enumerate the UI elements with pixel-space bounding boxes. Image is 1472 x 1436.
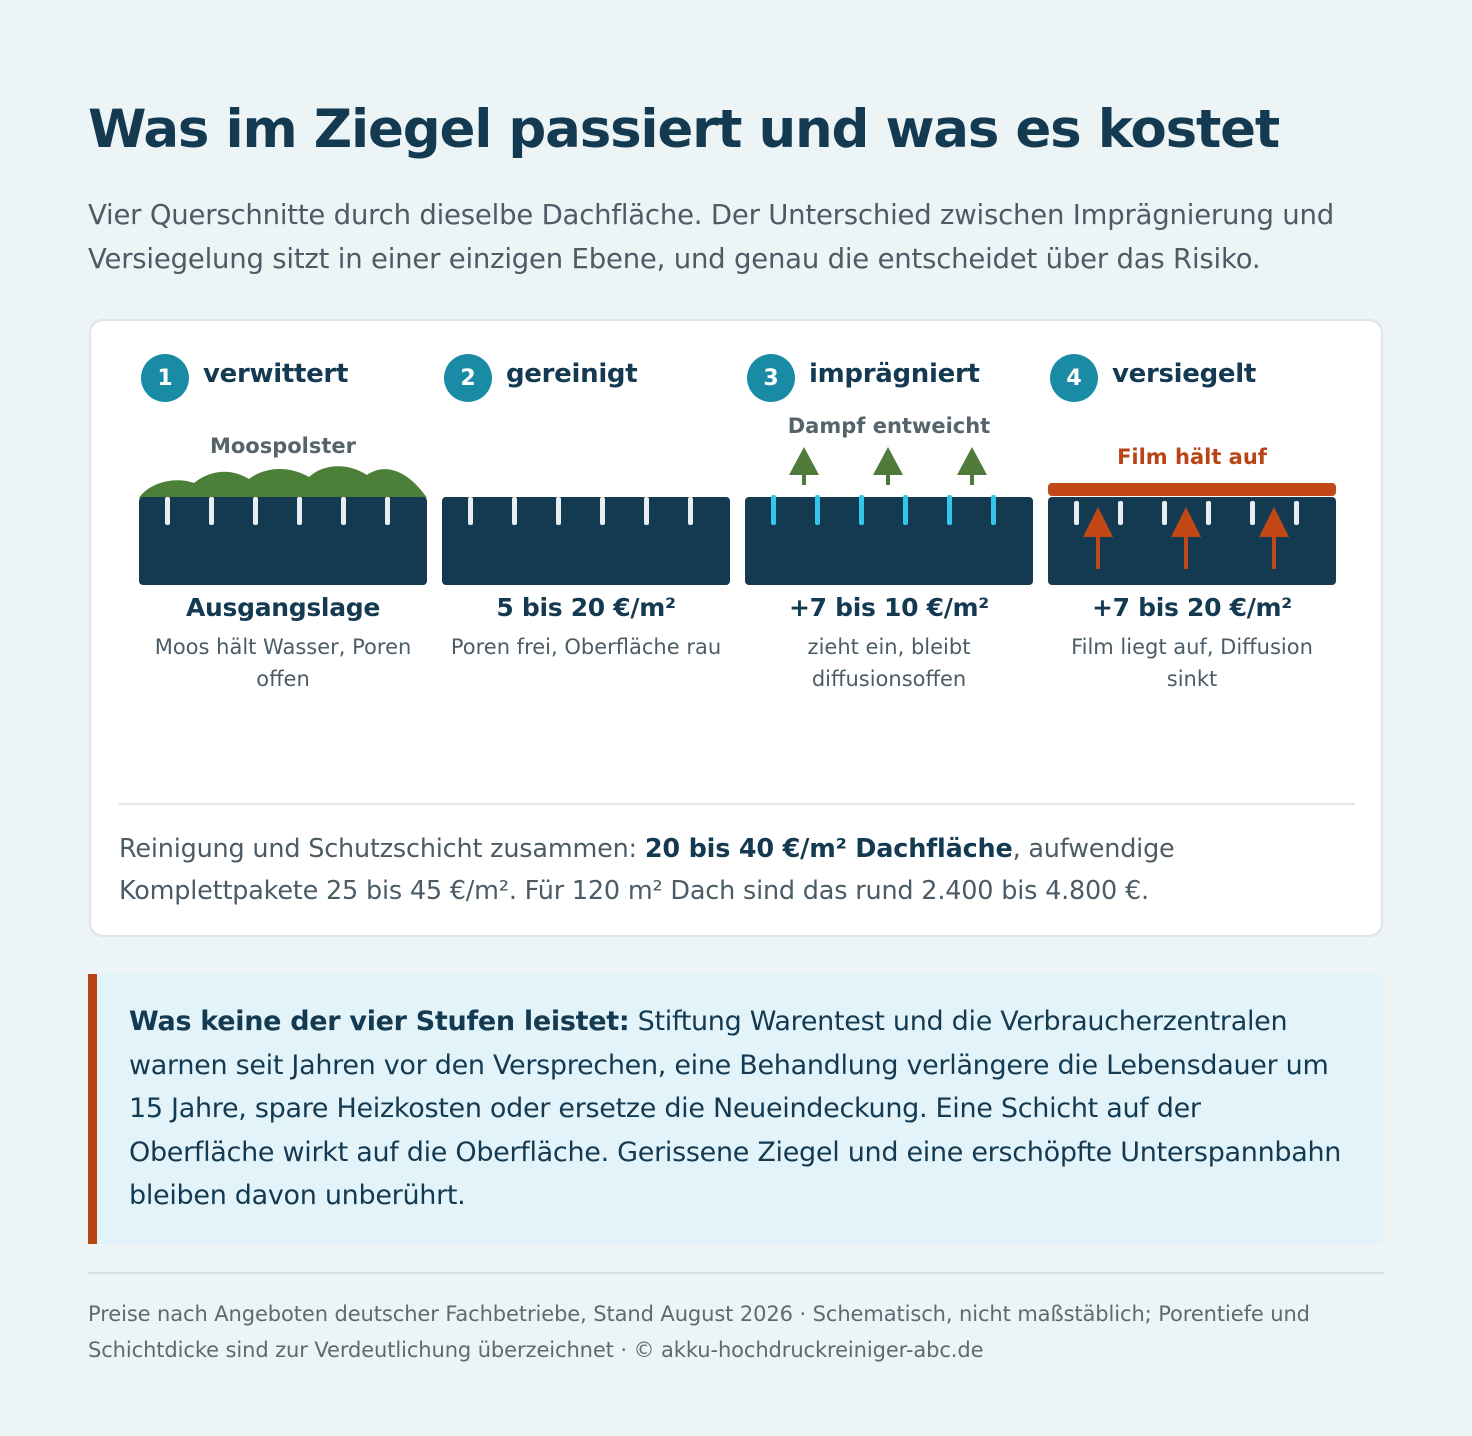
stage-impraegniert: 3 imprägniert Dampf entweicht +7 bis 10 … [745,321,1033,781]
warning-note: Was keine der vier Stufen leistet: Stift… [88,974,1383,1244]
summary-prefix: Reinigung und Schutzschicht zusammen: [119,834,645,864]
step-number-badge: 2 [444,354,492,402]
stage-gereinigt: 2 gereinigt 5 bis 20 €/m² Poren frei, Ob… [442,321,730,781]
card-divider [119,803,1355,805]
note-text: Stiftung Warentest und die Verbraucherze… [129,1006,1342,1211]
impregnated-pores [771,495,996,525]
cross-section-card: 1 verwittert Moospolster Ausgangslage Mo… [89,319,1383,937]
step-number-badge: 4 [1050,354,1098,402]
trapped-vapor-arrows [1083,507,1289,569]
page-title: Was im Ziegel passiert und was es kostet [88,99,1280,160]
step-number-badge: 1 [141,354,189,402]
open-pores [468,497,693,525]
moss-cushion [139,466,427,498]
vapor-label: Dampf entweicht [788,414,990,438]
open-pores [165,497,390,525]
summary-highlight: 20 bis 40 €/m² Dachfläche [644,834,1013,864]
step-title: imprägniert [809,359,980,389]
note-heading: Was keine der vier Stufen leistet: [129,1006,630,1037]
arrow-up-icon [1259,507,1289,569]
sealing-film [1048,483,1336,496]
caption-title: +7 bis 20 €/m² [1092,593,1292,622]
vapor-arrows [789,447,987,485]
arrow-up-icon [957,447,987,485]
tile-cross-section-weathered: Moospolster [139,434,427,585]
blocked-pores [1074,501,1299,525]
tile-cross-section-impregnated: Dampf entweicht [745,414,1033,585]
film-label: Film hält auf [1117,445,1268,469]
step-title: versiegelt [1112,359,1257,389]
footer-source: Preise nach Angeboten deutscher Fachbetr… [88,1302,1310,1362]
stage-verwittert: 1 verwittert Moospolster Ausgangslage Mo… [139,321,427,781]
arrow-up-icon [789,447,819,485]
step-title: gereinigt [506,359,638,389]
step-title: verwittert [203,359,349,389]
caption-description: zieht ein, bleibt diffusionsoffen [807,635,971,691]
tile-body [745,497,1033,585]
moss-label: Moospolster [210,434,357,458]
tile-body [1048,497,1336,585]
arrow-up-icon [1171,507,1201,569]
footer-divider [88,1272,1384,1274]
caption-description: Film liegt auf, Diffusion sinkt [1071,635,1313,691]
arrow-up-icon [873,447,903,485]
stage-versiegelt: 4 versiegelt Film hält auf +7 bis 20 €/m… [1048,321,1336,781]
caption-title: 5 bis 20 €/m² [496,593,676,622]
caption-title: Ausgangslage [185,593,381,622]
tile-body [442,497,730,585]
cost-summary: Reinigung und Schutzschicht zusammen: 20… [119,828,1355,912]
summary-suffix: , aufwendige Komplettpakete 25 bis 45 €/… [119,834,1175,906]
caption-title: +7 bis 10 €/m² [789,593,989,622]
tile-cross-section-cleaned [442,497,730,585]
caption-description: Poren frei, Oberfläche rau [450,635,722,659]
page-subtitle: Vier Querschnitte durch dieselbe Dachflä… [88,199,1334,275]
arrow-up-icon [1083,507,1113,569]
step-number-badge: 3 [747,354,795,402]
caption-description: Moos hält Wasser, Poren offen [154,635,412,691]
tile-cross-section-sealed: Film hält auf [1048,445,1336,585]
tile-body [139,497,427,585]
